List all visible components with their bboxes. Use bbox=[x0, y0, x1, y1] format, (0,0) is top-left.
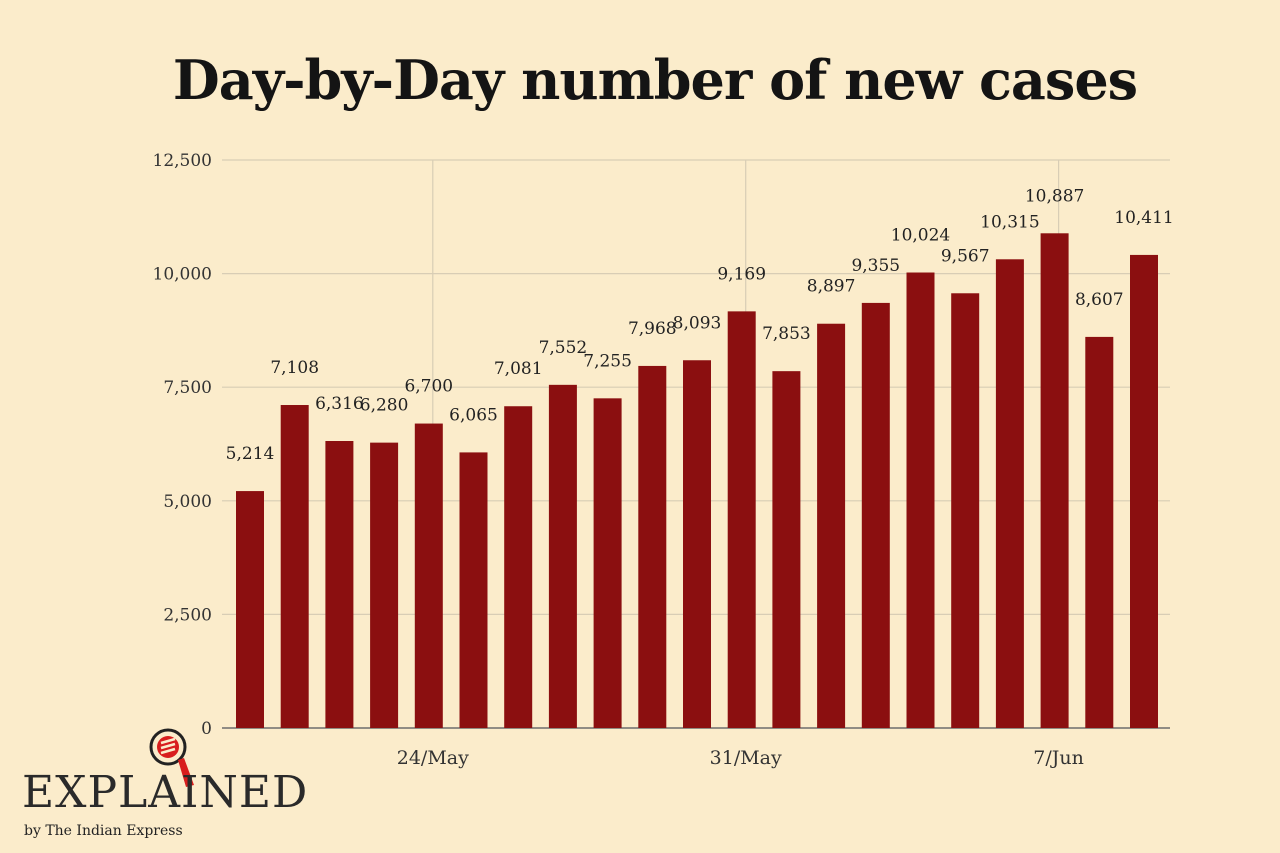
data-label: 7,968 bbox=[628, 319, 677, 339]
data-label: 10,024 bbox=[891, 226, 950, 246]
x-tick-label: 24/May bbox=[397, 747, 469, 769]
bar bbox=[817, 323, 846, 728]
bar bbox=[951, 293, 980, 728]
y-tick-label: 10,000 bbox=[153, 265, 212, 285]
magnifier-icon bbox=[149, 728, 194, 787]
bar bbox=[1085, 336, 1114, 728]
data-label: 7,081 bbox=[494, 359, 543, 379]
data-label: 9,567 bbox=[941, 246, 990, 266]
bar bbox=[280, 405, 309, 728]
explained-logo: EXPLAINED by The Indian Express bbox=[22, 725, 307, 845]
logo-word: EXPLAINED bbox=[22, 767, 309, 818]
y-tick-label: 0 bbox=[201, 719, 212, 739]
data-label: 6,316 bbox=[315, 394, 364, 414]
bar bbox=[772, 371, 801, 728]
data-label: 6,280 bbox=[360, 396, 409, 416]
data-label: 7,255 bbox=[583, 351, 632, 371]
bar bbox=[548, 384, 577, 728]
bar bbox=[861, 302, 890, 728]
data-label: 10,411 bbox=[1114, 208, 1173, 228]
bar bbox=[459, 452, 488, 728]
bar bbox=[593, 398, 622, 728]
bar bbox=[504, 406, 533, 728]
bar bbox=[638, 365, 667, 728]
y-tick-label: 7,500 bbox=[163, 378, 212, 398]
chart-title: Day-by-Day number of new cases bbox=[172, 48, 1138, 112]
bar bbox=[370, 442, 399, 728]
data-label: 6,065 bbox=[449, 405, 498, 425]
x-tick-label: 7/Jun bbox=[1033, 747, 1084, 769]
data-label: 10,887 bbox=[1025, 186, 1084, 206]
data-label: 5,214 bbox=[226, 444, 275, 464]
bar bbox=[995, 259, 1024, 728]
bar bbox=[414, 423, 443, 728]
bar bbox=[325, 441, 354, 728]
bars bbox=[236, 233, 1158, 728]
bar bbox=[236, 491, 264, 728]
y-axis: 0 2,500 5,000 7,500 10,000 12,500 bbox=[153, 151, 212, 739]
x-tick-label: 31/May bbox=[710, 747, 782, 769]
data-label: 10,315 bbox=[980, 212, 1039, 232]
data-label: 7,552 bbox=[539, 338, 588, 358]
data-label: 9,169 bbox=[717, 264, 766, 284]
x-axis: 24/May 31/May 7/Jun bbox=[397, 747, 1084, 769]
data-label: 7,853 bbox=[762, 324, 811, 344]
bar bbox=[727, 311, 756, 728]
y-tick-label: 5,000 bbox=[163, 492, 212, 512]
bar bbox=[683, 360, 711, 728]
bar bbox=[1040, 233, 1069, 728]
data-label: 8,897 bbox=[807, 277, 856, 297]
data-label: 8,093 bbox=[673, 313, 722, 333]
y-tick-label: 2,500 bbox=[163, 605, 212, 625]
bar bbox=[906, 272, 935, 728]
logo-subtitle: by The Indian Express bbox=[24, 823, 183, 839]
y-tick-label: 12,500 bbox=[153, 151, 212, 171]
data-label: 8,607 bbox=[1075, 290, 1124, 310]
data-label: 9,355 bbox=[851, 256, 900, 276]
data-label: 7,108 bbox=[270, 358, 319, 378]
bar bbox=[1130, 254, 1158, 728]
data-label: 6,700 bbox=[404, 377, 453, 397]
